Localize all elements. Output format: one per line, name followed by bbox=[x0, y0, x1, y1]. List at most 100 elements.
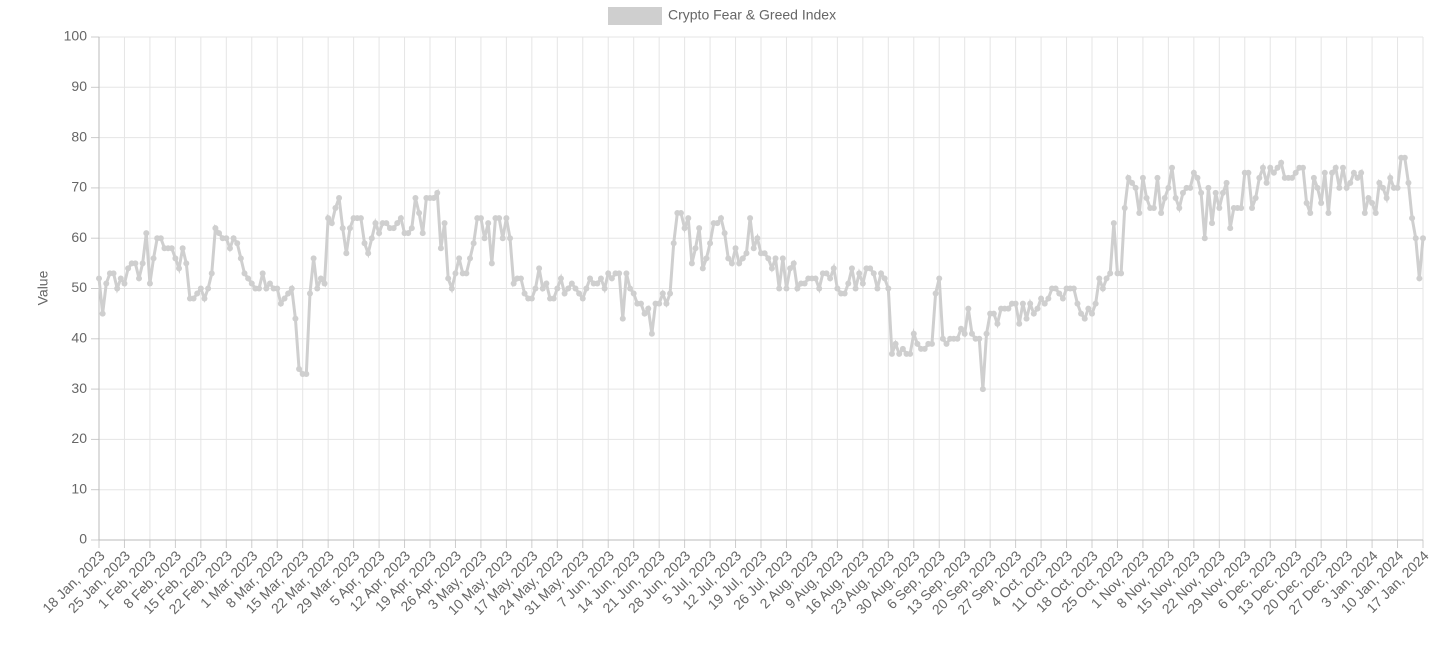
data-point bbox=[372, 220, 379, 227]
data-point bbox=[125, 265, 132, 272]
data-point bbox=[99, 310, 106, 317]
data-point bbox=[561, 290, 568, 297]
data-point bbox=[641, 310, 648, 317]
data-point bbox=[365, 250, 372, 257]
data-point bbox=[499, 235, 506, 242]
data-point bbox=[1070, 285, 1077, 292]
data-point bbox=[139, 260, 146, 267]
data-point bbox=[503, 215, 510, 222]
data-point bbox=[405, 230, 412, 237]
data-point bbox=[714, 220, 721, 227]
data-point bbox=[1179, 189, 1186, 196]
data-point bbox=[434, 189, 441, 196]
y-tick-label: 50 bbox=[71, 279, 87, 295]
data-point bbox=[150, 255, 157, 262]
data-point bbox=[361, 240, 368, 247]
data-point bbox=[223, 235, 230, 242]
data-point bbox=[874, 285, 881, 292]
data-point bbox=[448, 285, 455, 292]
data-point bbox=[226, 245, 233, 252]
data-point bbox=[1121, 205, 1128, 212]
data-point bbox=[1201, 235, 1208, 242]
data-point bbox=[1103, 275, 1110, 282]
data-point bbox=[416, 210, 423, 217]
data-point bbox=[245, 275, 252, 282]
data-point bbox=[194, 290, 201, 297]
data-point bbox=[848, 265, 855, 272]
data-point bbox=[1227, 225, 1234, 232]
data-point bbox=[343, 250, 350, 257]
data-point bbox=[263, 285, 270, 292]
data-point bbox=[717, 215, 724, 222]
data-point bbox=[117, 275, 124, 282]
data-point bbox=[1165, 184, 1172, 191]
data-point bbox=[481, 235, 488, 242]
data-point bbox=[216, 230, 223, 237]
data-point bbox=[1038, 295, 1045, 302]
legend-label: Crypto Fear & Greed Index bbox=[668, 7, 836, 23]
data-point bbox=[1161, 194, 1168, 201]
data-point bbox=[1329, 169, 1336, 176]
data-point bbox=[834, 285, 841, 292]
data-point bbox=[1016, 320, 1023, 327]
data-point bbox=[437, 245, 444, 252]
data-point bbox=[961, 330, 968, 337]
data-point bbox=[557, 275, 564, 282]
data-point bbox=[583, 285, 590, 292]
data-point bbox=[419, 230, 426, 237]
data-point bbox=[477, 215, 484, 222]
data-point bbox=[110, 270, 117, 277]
data-point bbox=[1023, 315, 1030, 322]
data-point bbox=[208, 270, 215, 277]
data-point bbox=[696, 225, 703, 232]
data-point bbox=[1209, 220, 1216, 227]
data-point bbox=[510, 280, 517, 287]
data-point bbox=[907, 350, 914, 357]
data-point bbox=[1125, 174, 1132, 181]
data-point bbox=[1190, 169, 1197, 176]
data-point bbox=[463, 270, 470, 277]
data-point bbox=[507, 235, 514, 242]
data-point bbox=[288, 285, 295, 292]
data-point bbox=[1292, 169, 1299, 176]
data-point bbox=[172, 255, 179, 262]
data-point bbox=[317, 275, 324, 282]
data-point bbox=[136, 275, 143, 282]
data-point bbox=[1059, 295, 1066, 302]
data-point bbox=[688, 260, 695, 267]
data-point bbox=[1383, 194, 1390, 201]
data-point bbox=[790, 260, 797, 267]
data-point bbox=[747, 215, 754, 222]
data-point bbox=[1270, 169, 1277, 176]
data-point bbox=[310, 255, 317, 262]
data-point bbox=[659, 290, 666, 297]
data-point bbox=[183, 260, 190, 267]
data-point bbox=[958, 325, 965, 332]
data-point bbox=[1041, 300, 1048, 307]
y-tick-label: 70 bbox=[71, 179, 87, 195]
data-point bbox=[783, 285, 790, 292]
data-point bbox=[601, 285, 608, 292]
data-point bbox=[667, 290, 674, 297]
data-point bbox=[259, 270, 266, 277]
data-point bbox=[699, 265, 706, 272]
data-point bbox=[292, 315, 299, 322]
data-point bbox=[1019, 300, 1026, 307]
data-point bbox=[441, 220, 448, 227]
data-point bbox=[1205, 184, 1212, 191]
data-point bbox=[1350, 169, 1357, 176]
data-point bbox=[470, 240, 477, 247]
data-point bbox=[1223, 179, 1230, 186]
data-point bbox=[663, 300, 670, 307]
data-point bbox=[845, 280, 852, 287]
data-point bbox=[1081, 315, 1088, 322]
data-point bbox=[328, 220, 335, 227]
data-point bbox=[728, 260, 735, 267]
data-point bbox=[1256, 174, 1263, 181]
data-point bbox=[1252, 194, 1259, 201]
data-point bbox=[1107, 270, 1114, 277]
data-point bbox=[1267, 164, 1274, 171]
data-point bbox=[281, 295, 288, 302]
data-point bbox=[576, 290, 583, 297]
